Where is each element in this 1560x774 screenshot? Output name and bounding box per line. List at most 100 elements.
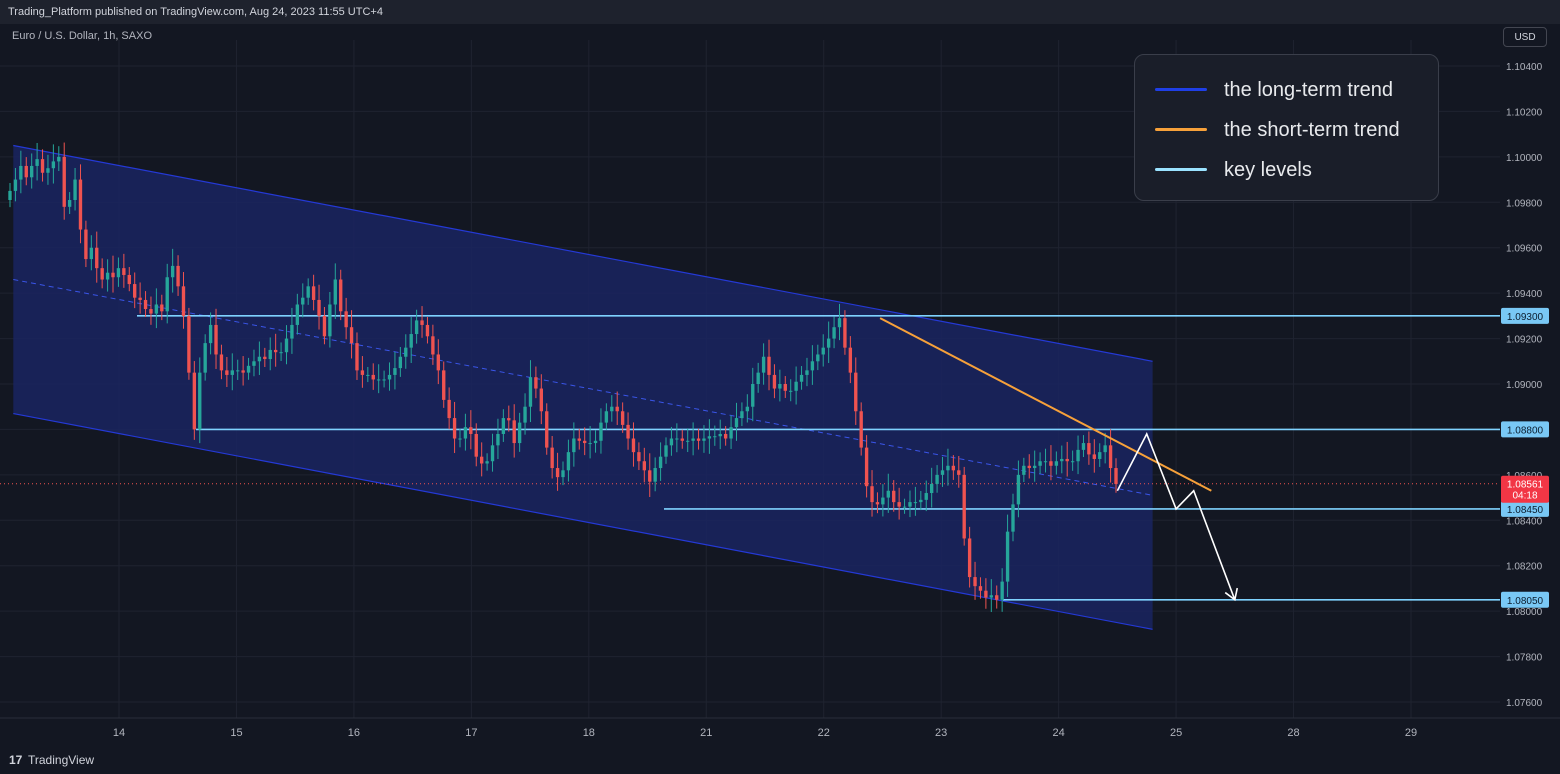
candle-body [577, 438, 581, 441]
candle-body [620, 411, 625, 425]
currency-button[interactable]: USD [1503, 27, 1547, 47]
candle-body [805, 370, 809, 375]
candle-body [349, 327, 354, 344]
candle-body [236, 370, 240, 372]
projection-arrowhead [1224, 587, 1239, 602]
time-tick-label: 17 [465, 727, 477, 739]
price-tick-label: 1.07600 [1506, 698, 1543, 709]
candle-body [290, 324, 294, 339]
candle-body [127, 274, 131, 285]
candle-body [534, 377, 538, 389]
candle-body [479, 456, 484, 464]
candle-body [696, 438, 701, 441]
candle-body [615, 406, 619, 412]
time-tick-label: 16 [348, 727, 360, 739]
candle-body [886, 490, 890, 498]
candle-body [767, 356, 771, 375]
candle-body [469, 427, 473, 434]
time-tick-label: 14 [113, 727, 125, 739]
price-tick-label: 1.08200 [1506, 562, 1543, 573]
candle-body [1011, 504, 1015, 532]
candle-body [78, 179, 83, 230]
footer: 17 TradingView [0, 746, 1560, 774]
candle-body [1054, 461, 1059, 466]
key-level-price-label: 1.08450 [1507, 505, 1544, 516]
publish-header: Trading_Platform published on TradingVie… [0, 0, 1560, 24]
candle-body [187, 315, 191, 373]
candle-body [165, 277, 169, 312]
candle-body [198, 372, 202, 430]
candles [8, 142, 1118, 613]
candle-body [40, 159, 45, 173]
tradingview-brand[interactable]: TradingView [28, 753, 95, 767]
candle-body [279, 352, 283, 354]
candle-body [648, 470, 652, 482]
candle-body [951, 465, 956, 471]
price-tick-label: 1.09000 [1506, 380, 1543, 391]
candle-body [67, 200, 72, 207]
candle-body [929, 483, 934, 494]
candle-body [1005, 531, 1010, 582]
candle-body [496, 433, 500, 446]
time-tick-label: 25 [1170, 727, 1182, 739]
candle-body [680, 438, 684, 441]
candle-body [322, 315, 327, 337]
candle-body [902, 506, 907, 508]
candle-body [376, 379, 381, 381]
candle-body [311, 286, 316, 300]
candle-body [967, 538, 972, 578]
legend-label-short-term: the short-term trend [1224, 119, 1400, 141]
candle-body [1065, 458, 1069, 462]
candle-body [1070, 461, 1075, 463]
candle-body [583, 440, 587, 444]
price-tick-label: 1.09400 [1506, 289, 1543, 300]
candle-body [713, 436, 717, 438]
candle-body [973, 577, 977, 587]
candle-body [843, 318, 847, 348]
candle-body [284, 338, 289, 353]
candle-body [149, 309, 153, 314]
legend-box: the long-term trend the short-term trend… [1134, 54, 1439, 201]
price-tick-label: 1.09800 [1506, 198, 1543, 209]
candle-body [1103, 445, 1107, 453]
candle-body [751, 384, 755, 407]
current-price-badge [1501, 475, 1549, 503]
candle-body [512, 420, 516, 444]
time-tick-label: 21 [700, 727, 712, 739]
candle-body [230, 370, 234, 375]
candle-body [626, 424, 630, 439]
candle-body [138, 297, 142, 300]
candle-body [19, 165, 23, 180]
candle-body [452, 418, 457, 439]
candle-body [528, 377, 533, 407]
candle-body [642, 461, 647, 471]
candle-body [669, 438, 674, 446]
time-axis: 14 15 16 17 18 21 22 23 24 25 28 29 [0, 717, 1560, 739]
candle-body [170, 265, 175, 278]
price-tick-label: 1.10200 [1506, 107, 1543, 118]
candle-body [73, 179, 77, 201]
candle-body [919, 499, 923, 503]
candle-body [756, 372, 760, 384]
time-tick-label: 29 [1405, 727, 1417, 739]
projection-path [1116, 432, 1236, 601]
candle-body [344, 311, 348, 328]
price-tick-label: 1.10400 [1506, 62, 1543, 73]
key-level-price-label: 1.09300 [1507, 312, 1544, 323]
candle-body [442, 370, 446, 400]
tradingview-logo[interactable]: 17 [9, 753, 23, 767]
key-level-price-label: 1.08050 [1507, 596, 1544, 607]
candle-body [599, 422, 603, 441]
candle-body [360, 370, 365, 375]
candle-body [252, 361, 256, 366]
candle-body [485, 461, 489, 464]
candle-body [978, 586, 983, 591]
candle-body [761, 356, 766, 373]
short-term-trendline [879, 317, 1212, 492]
candle-body [1081, 443, 1086, 450]
candle-body [382, 379, 386, 381]
price-axis: 1.10400 1.10200 1.10000 1.09800 1.09600 1.094… [1500, 24, 1560, 718]
candle-body [897, 502, 901, 507]
candle-body [1049, 461, 1053, 466]
